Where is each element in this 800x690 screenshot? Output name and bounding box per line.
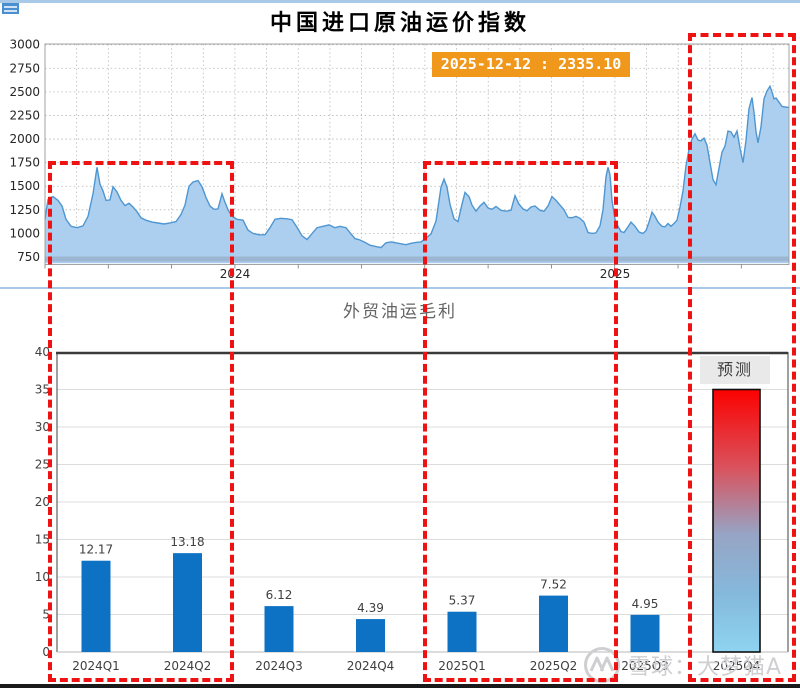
watermark-text: 雪球：大梦猫A [628, 655, 783, 680]
bar-value-label: 4.95 [632, 597, 659, 611]
forecast-bar-2025Q4 [712, 388, 761, 653]
bar-2024Q1 [81, 560, 111, 652]
section-separator [0, 287, 800, 289]
y-tick-label: 10 [35, 570, 50, 584]
bar-value-label: 12.17 [79, 543, 113, 557]
bar-value-label: 13.18 [170, 535, 204, 549]
x-category-label: 2024Q4 [347, 659, 395, 673]
bar-2025Q1 [447, 611, 477, 652]
baseline-strip [45, 256, 789, 262]
highlight-box-forecast [688, 33, 796, 682]
bar-value-label: 5.37 [449, 594, 476, 608]
top-chart-title: 中国进口原油运价指数 [269, 11, 530, 36]
x-tick-label: 2024 [220, 267, 251, 281]
y-tick-label: 1500 [9, 179, 40, 193]
x-category-label: 2025Q3 [621, 659, 669, 673]
x-category-label: 2024Q3 [255, 659, 303, 673]
y-tick-label: 750 [17, 250, 40, 264]
x-category-label: 2025Q1 [438, 659, 486, 673]
bar-value-label: 4.39 [357, 601, 384, 615]
bar-2024Q3 [264, 606, 294, 652]
bar-2025Q3 [630, 614, 660, 652]
bar-2024Q4 [356, 619, 385, 652]
bar-2025Q2 [539, 595, 568, 652]
y-tick-label: 1750 [9, 156, 40, 170]
bar-value-label: 6.12 [266, 588, 293, 602]
y-tick-label: 1250 [9, 203, 40, 217]
y-tick-label: 2250 [9, 108, 40, 122]
y-tick-label: 40 [35, 345, 50, 359]
bar-value-label: 7.52 [540, 578, 567, 592]
x-category-label: 2024Q1 [72, 659, 120, 673]
freight-index-line [44, 84, 790, 249]
y-tick-label: 1000 [9, 226, 40, 240]
y-tick-label: 15 [35, 533, 50, 547]
y-tick-label: 35 [35, 383, 50, 397]
x-category-label: 2024Q2 [164, 659, 212, 673]
y-tick-label: 5 [42, 608, 50, 622]
y-tick-label: 3000 [9, 38, 40, 52]
forecast-legend-label: 预测 [700, 356, 770, 384]
x-category-label: 2025Q4 [713, 659, 761, 673]
top-chart-frame [44, 43, 790, 265]
highlight-box-2025h1 [423, 161, 618, 682]
y-tick-label: 2000 [9, 132, 40, 146]
y-tick-label: 20 [35, 495, 50, 509]
y-tick-label: 0 [42, 645, 50, 659]
y-tick-label: 30 [35, 420, 50, 434]
y-tick-label: 2500 [9, 85, 40, 99]
bar-2024Q2 [173, 553, 202, 652]
top-border-stripe [0, 0, 800, 3]
latest-value-badge: 2025-12-12 : 2335.10 [432, 52, 630, 77]
bottom-chart-title: 外贸油运毛利 [343, 302, 457, 322]
bottom-border-bar [0, 684, 800, 688]
x-category-label: 2025Q2 [530, 659, 578, 673]
corner-list-icon [2, 3, 19, 14]
y-tick-label: 25 [35, 458, 50, 472]
highlight-box-2024h1 [48, 161, 234, 682]
y-tick-label: 2750 [9, 61, 40, 75]
